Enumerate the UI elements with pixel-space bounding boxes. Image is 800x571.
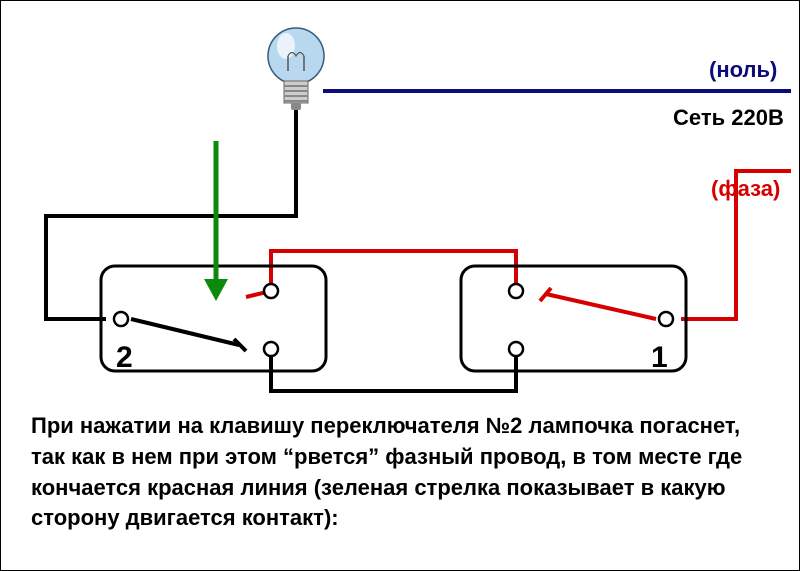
light-bulb-icon (268, 28, 324, 110)
caption: При нажатии на клавишу переключателя №2 … (31, 411, 769, 534)
green-arrow-head (204, 279, 228, 301)
phase-label: (фаза) (711, 176, 780, 202)
switch-2-lower-terminal (264, 342, 278, 356)
diagram-svg (1, 1, 800, 396)
switch-1-upper-terminal (509, 284, 523, 298)
switch-2-upper-terminal (264, 284, 278, 298)
switch-2-contact (131, 319, 239, 345)
switch-1-number: 1 (651, 341, 668, 375)
switch-1-lower-terminal (509, 342, 523, 356)
caption-text: При нажатии на клавишу переключателя №2 … (31, 411, 769, 534)
switch-2-number: 2 (116, 341, 133, 375)
circuit-diagram: (ноль) Сеть 220В (фаза) 2 1 (1, 1, 799, 391)
mains-label: Сеть 220В (673, 105, 784, 131)
neutral-label: (ноль) (709, 57, 777, 83)
switch-1-common-terminal (659, 312, 673, 326)
switch-2-common-terminal (114, 312, 128, 326)
traveler-wire-top (271, 251, 516, 291)
load-wire (46, 109, 296, 319)
switch-1-contact (546, 294, 656, 319)
